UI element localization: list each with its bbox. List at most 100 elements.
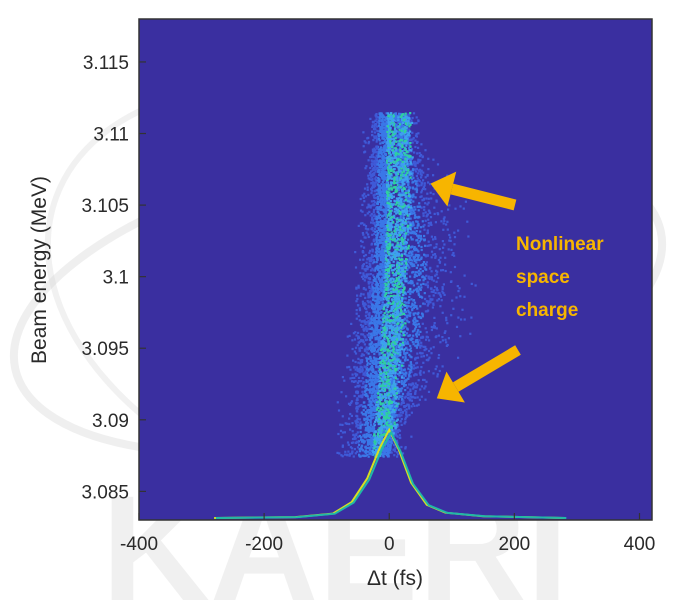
distribution-point	[387, 442, 390, 445]
distribution-point	[360, 333, 363, 336]
distribution-point	[376, 331, 380, 334]
distribution-point	[383, 303, 386, 306]
distribution-point	[375, 324, 378, 327]
distribution-point	[373, 307, 376, 310]
distribution-point	[363, 417, 366, 420]
distribution-point	[416, 339, 419, 342]
distribution-point	[393, 147, 396, 150]
distribution-point	[406, 164, 409, 167]
distribution-point	[387, 455, 390, 458]
distribution-point	[453, 254, 456, 257]
distribution-point	[407, 391, 410, 394]
distribution-point	[355, 405, 358, 408]
distribution-point	[383, 201, 386, 205]
distribution-point	[385, 215, 388, 218]
distribution-point	[385, 240, 388, 243]
distribution-point	[415, 335, 418, 338]
distribution-point	[388, 279, 391, 282]
distribution-point	[429, 222, 432, 225]
distribution-point	[395, 160, 398, 163]
distribution-point	[401, 334, 404, 337]
distribution-point	[459, 295, 462, 298]
distribution-point	[384, 176, 387, 179]
distribution-point	[436, 289, 439, 292]
distribution-point	[367, 174, 370, 177]
distribution-point	[356, 373, 359, 376]
distribution-point	[413, 275, 416, 279]
distribution-point	[375, 438, 378, 441]
distribution-point	[347, 402, 351, 405]
distribution-point	[391, 320, 394, 323]
distribution-point	[371, 160, 374, 163]
distribution-point	[389, 445, 392, 448]
distribution-point	[370, 256, 373, 259]
distribution-point	[368, 415, 371, 418]
distribution-point	[351, 437, 355, 441]
distribution-point	[376, 130, 379, 133]
distribution-point	[395, 134, 398, 137]
distribution-point	[382, 120, 385, 123]
distribution-point	[369, 362, 372, 365]
distribution-point	[390, 219, 394, 222]
distribution-point	[380, 331, 384, 334]
distribution-point	[369, 289, 372, 293]
distribution-point	[381, 115, 384, 119]
distribution-point	[373, 439, 376, 442]
distribution-point	[451, 253, 454, 256]
distribution-point	[387, 340, 390, 343]
distribution-point	[433, 253, 437, 256]
distribution-point	[405, 404, 408, 407]
distribution-point	[363, 246, 366, 249]
distribution-point	[382, 249, 385, 252]
distribution-point	[392, 168, 395, 171]
distribution-point	[373, 125, 376, 128]
distribution-point	[353, 448, 356, 451]
distribution-point	[373, 321, 376, 324]
distribution-point	[383, 282, 386, 285]
distribution-point	[411, 265, 414, 268]
distribution-point	[385, 357, 389, 360]
distribution-point	[352, 332, 355, 335]
distribution-point	[383, 415, 386, 418]
distribution-point	[387, 295, 390, 298]
distribution-point	[404, 384, 407, 387]
distribution-point	[369, 214, 372, 217]
distribution-point	[388, 251, 391, 254]
distribution-point	[424, 297, 427, 301]
distribution-point	[403, 149, 406, 152]
distribution-point	[373, 164, 376, 167]
distribution-point	[409, 355, 412, 358]
distribution-point	[362, 385, 365, 388]
distribution-point	[410, 367, 413, 370]
distribution-point	[362, 223, 366, 226]
distribution-point	[367, 266, 370, 269]
distribution-point	[376, 437, 380, 440]
distribution-point	[382, 268, 385, 271]
distribution-point	[389, 244, 392, 247]
distribution-point	[379, 402, 382, 405]
distribution-point	[409, 217, 412, 220]
distribution-point	[393, 210, 396, 213]
distribution-point	[419, 195, 422, 199]
distribution-point	[426, 213, 429, 216]
distribution-point	[368, 295, 371, 299]
distribution-point	[386, 175, 389, 178]
distribution-point	[408, 371, 411, 375]
distribution-point	[445, 316, 448, 319]
distribution-point	[372, 269, 375, 272]
distribution-point	[400, 361, 403, 364]
distribution-point	[387, 112, 390, 115]
distribution-point	[377, 227, 380, 230]
distribution-point	[390, 231, 393, 234]
distribution-point	[427, 168, 430, 171]
distribution-point	[450, 314, 453, 317]
distribution-point	[373, 401, 376, 404]
distribution-point	[367, 369, 370, 372]
distribution-point	[352, 441, 355, 444]
distribution-point	[377, 134, 381, 137]
distribution-point	[411, 250, 414, 253]
distribution-point	[359, 222, 362, 225]
distribution-point	[416, 264, 420, 267]
distribution-point	[378, 139, 381, 142]
distribution-point	[383, 320, 386, 323]
